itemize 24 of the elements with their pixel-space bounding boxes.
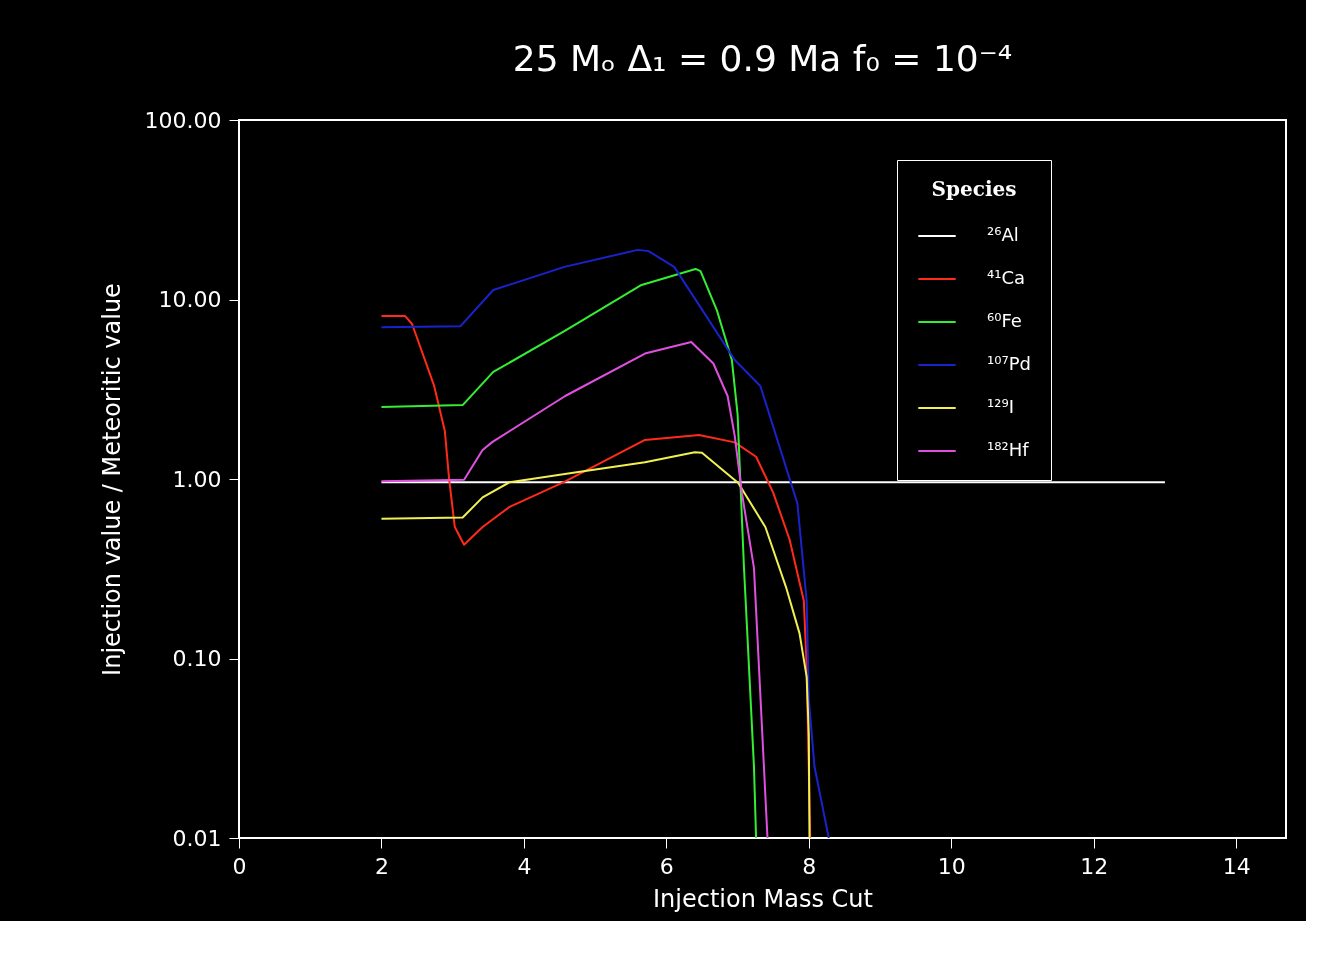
y-tick-label: 100.00 bbox=[144, 107, 222, 133]
y-tick-label: 0.10 bbox=[172, 646, 222, 671]
legend-label: ⁴¹Ca bbox=[987, 267, 1026, 288]
x-tick-label: 12 bbox=[1080, 853, 1109, 879]
legend-label: ¹⁸²Hf bbox=[987, 439, 1030, 460]
chart-title: 25 Mₒ Δ₁ = 0.9 Ma f₀ = 10⁻⁴ bbox=[512, 38, 1013, 79]
x-tick-label: 6 bbox=[659, 853, 674, 879]
line-series bbox=[380, 451, 811, 838]
y-tick-label: 10.00 bbox=[158, 287, 222, 312]
x-tick-label: 0 bbox=[232, 853, 247, 879]
legend-label: ²⁶Al bbox=[987, 224, 1019, 245]
legend-label: ⁶⁰Fe bbox=[987, 310, 1022, 331]
x-tick-label: 8 bbox=[802, 853, 817, 879]
x-axis-title: Injection Mass Cut bbox=[653, 884, 873, 913]
legend-label: ¹⁰⁷Pd bbox=[987, 353, 1031, 374]
x-tick-label: 14 bbox=[1222, 853, 1251, 879]
y-axis-title: Injection value / Meteoritic value bbox=[97, 283, 126, 676]
x-tick-label: 10 bbox=[937, 853, 966, 879]
x-tick-label: 2 bbox=[374, 853, 389, 879]
y-tick-label: 1.00 bbox=[172, 466, 222, 492]
legend-label: ¹²⁹I bbox=[987, 396, 1014, 417]
legend-title: Species bbox=[931, 177, 1017, 201]
y-tick-label: 0.01 bbox=[172, 825, 222, 851]
x-tick-label: 4 bbox=[517, 853, 532, 879]
